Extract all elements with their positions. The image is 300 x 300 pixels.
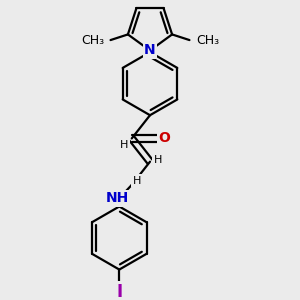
Text: H: H xyxy=(133,176,141,186)
Text: I: I xyxy=(116,283,122,300)
Text: CH₃: CH₃ xyxy=(81,34,104,46)
Text: H: H xyxy=(154,155,163,165)
Text: N: N xyxy=(144,44,156,58)
Text: CH₃: CH₃ xyxy=(196,34,219,46)
Text: H: H xyxy=(120,140,128,150)
Text: NH: NH xyxy=(106,191,129,205)
Text: O: O xyxy=(158,131,170,146)
